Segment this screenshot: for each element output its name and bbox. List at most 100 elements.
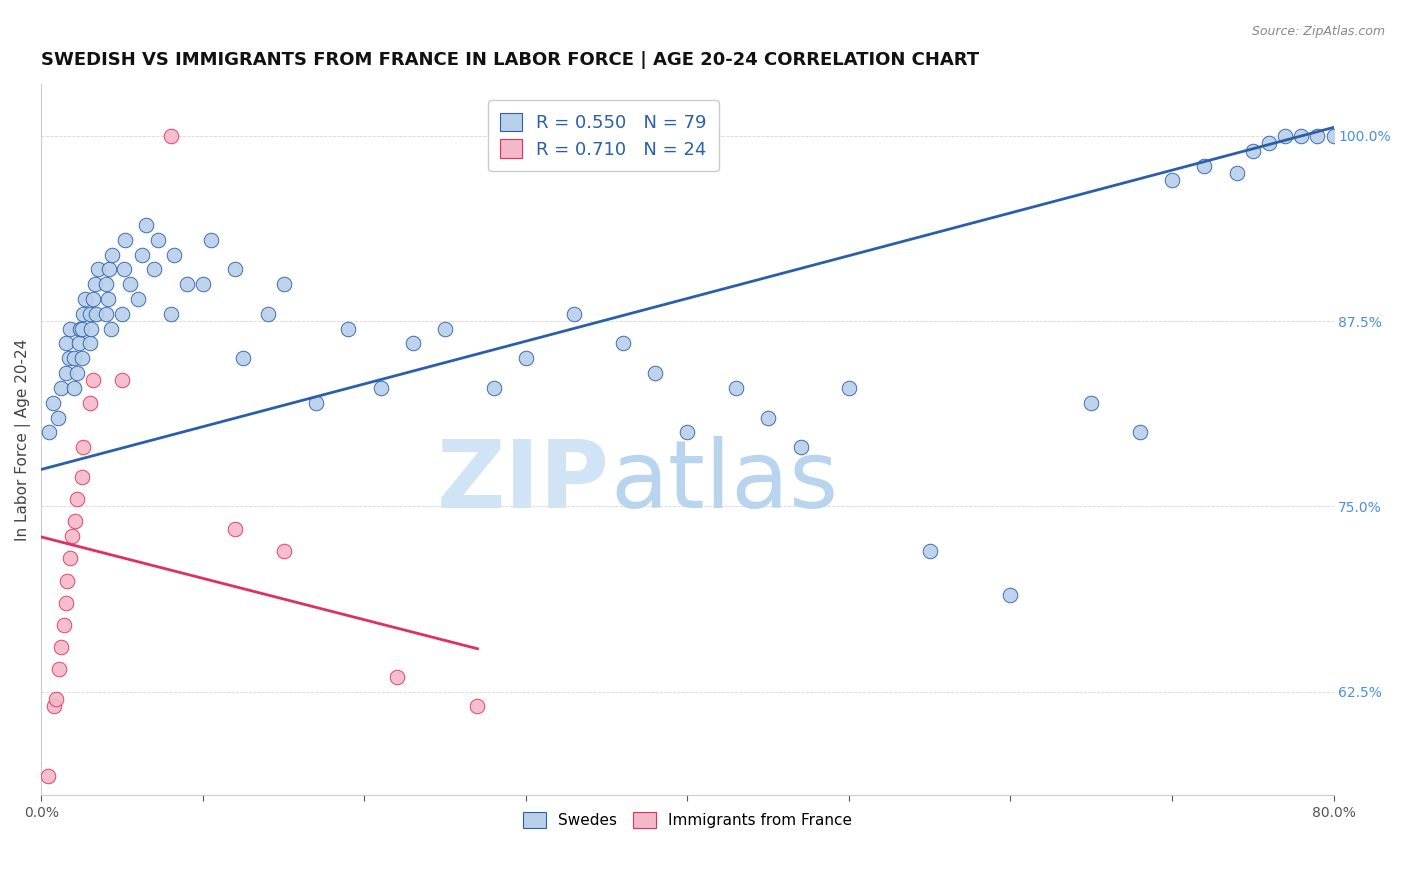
Point (1257, 136, 1279, 151)
Point (55, 336, 77, 351)
Point (58, 351, 80, 366)
Point (66, 491, 89, 506)
Point (163, 247, 186, 261)
Point (224, 262, 246, 277)
Text: Source: ZipAtlas.com: Source: ZipAtlas.com (1251, 25, 1385, 38)
Point (176, 277, 198, 292)
Point (515, 351, 537, 366)
Point (94, 277, 117, 292)
Point (82, 374, 104, 388)
Point (273, 277, 295, 292)
Point (59, 551, 82, 566)
Point (131, 247, 153, 261)
Point (66, 366, 89, 380)
Point (724, 381, 747, 395)
Point (44, 699, 66, 714)
Point (112, 262, 135, 277)
Point (273, 544, 295, 558)
Point (111, 374, 134, 388)
Point (159, 307, 181, 321)
Point (101, 247, 124, 261)
Point (70, 351, 93, 366)
Point (146, 233, 169, 247)
Y-axis label: In Labor Force | Age 20-24: In Labor Force | Age 20-24 (15, 339, 31, 541)
Point (83, 277, 105, 292)
Point (49, 381, 72, 395)
Point (918, 544, 941, 558)
Point (62, 381, 84, 395)
Point (70, 321, 93, 335)
Point (1194, 159, 1216, 173)
Point (1241, 144, 1264, 158)
Point (45, 692, 67, 706)
Point (98, 262, 121, 277)
Point (1129, 425, 1152, 440)
Point (200, 233, 222, 247)
Point (114, 233, 136, 247)
Point (97, 292, 120, 306)
Point (38, 425, 60, 440)
Point (87, 262, 110, 277)
Text: atlas: atlas (610, 436, 838, 528)
Point (48, 662, 70, 676)
Point (644, 366, 666, 380)
Point (70, 470, 93, 484)
Point (370, 381, 392, 395)
Point (127, 292, 149, 306)
Point (53, 618, 76, 632)
Point (67, 336, 90, 351)
Point (756, 410, 779, 425)
Point (482, 381, 505, 395)
Point (120, 277, 142, 292)
Point (838, 381, 860, 395)
Text: SWEDISH VS IMMIGRANTS FROM FRANCE IN LABOR FORCE | AGE 20-24 CORRELATION CHART: SWEDISH VS IMMIGRANTS FROM FRANCE IN LAB… (41, 51, 980, 69)
Point (1274, 128, 1296, 143)
Point (564, 307, 586, 321)
Point (69, 321, 91, 335)
Point (353, 803, 375, 817)
Point (143, 262, 166, 277)
Point (79, 395, 101, 409)
Point (1000, 588, 1022, 602)
Point (1226, 166, 1249, 180)
Point (94, 307, 117, 321)
Legend: Swedes, Immigrants from France: Swedes, Immigrants from France (517, 805, 858, 834)
Point (1080, 395, 1102, 409)
Point (72, 440, 94, 454)
Point (434, 321, 457, 335)
Point (72, 307, 94, 321)
Point (385, 670, 408, 684)
Point (1322, 128, 1344, 143)
Point (1289, 128, 1312, 143)
Point (49, 640, 72, 655)
Point (232, 351, 254, 366)
Point (467, 699, 489, 714)
Point (1161, 173, 1184, 187)
Point (60, 529, 83, 543)
Point (612, 336, 634, 351)
Point (305, 395, 328, 409)
Point (80, 321, 103, 335)
Point (79, 336, 101, 351)
Point (65, 514, 87, 528)
Point (337, 321, 360, 335)
Point (676, 425, 699, 440)
Point (62, 351, 84, 366)
Point (73, 292, 96, 306)
Text: ZIP: ZIP (437, 436, 610, 528)
Point (111, 307, 134, 321)
Point (46, 410, 69, 425)
Point (100, 321, 122, 335)
Point (224, 522, 246, 536)
Point (59, 321, 82, 335)
Point (191, 277, 214, 292)
Point (86, 307, 108, 321)
Point (82, 292, 104, 306)
Point (1306, 128, 1329, 143)
Point (789, 440, 811, 454)
Point (37, 769, 59, 783)
Point (159, 128, 181, 143)
Point (56, 574, 79, 588)
Point (41, 395, 63, 409)
Point (402, 336, 425, 351)
